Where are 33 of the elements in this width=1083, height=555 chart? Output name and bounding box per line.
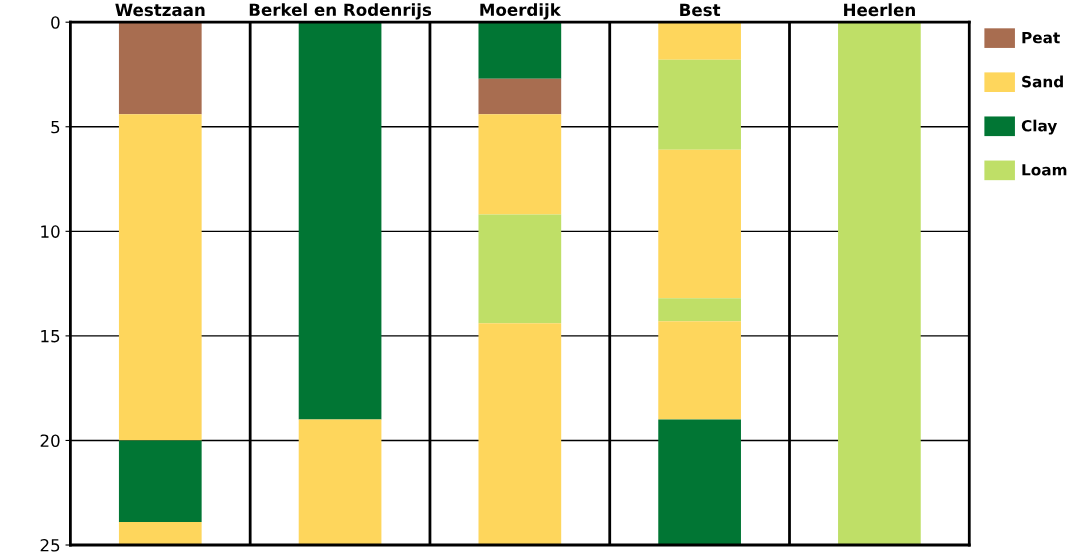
bar <box>838 22 921 546</box>
bar <box>118 440 202 523</box>
y-tick-label: 25 <box>40 538 60 552</box>
bar <box>298 419 382 546</box>
y-tick-label: 20 <box>40 434 60 448</box>
y-tick-label: 10 <box>41 225 60 238</box>
bar <box>478 214 562 324</box>
bar <box>118 22 202 115</box>
bar <box>658 149 741 299</box>
y-tick-label: 0 <box>51 16 60 29</box>
y-tick-label: 5 <box>51 120 60 134</box>
bar <box>658 298 741 322</box>
x-tick-label: Westzaan <box>115 3 205 17</box>
bar <box>658 59 741 150</box>
x-tick-label: Moerdijk <box>480 3 562 20</box>
legend-label: Sand <box>1022 75 1063 88</box>
bar <box>118 114 202 441</box>
bar <box>478 22 562 79</box>
bar <box>118 522 202 546</box>
bar <box>478 323 562 546</box>
bar <box>298 22 382 420</box>
x-tick-label: Best <box>680 3 721 17</box>
bar <box>658 321 741 420</box>
legend-label: Loam <box>1022 164 1067 176</box>
bar <box>478 78 562 115</box>
bar <box>658 419 741 546</box>
y-tick-label: 15 <box>41 330 60 343</box>
bar <box>478 114 562 215</box>
bar <box>658 22 741 60</box>
x-tick-label: Berkel en Rodenrijs <box>249 3 432 20</box>
legend-label: Peat <box>1022 31 1060 44</box>
x-tick-label: Heerlen <box>844 3 915 17</box>
legend-label: Clay <box>1021 119 1058 135</box>
